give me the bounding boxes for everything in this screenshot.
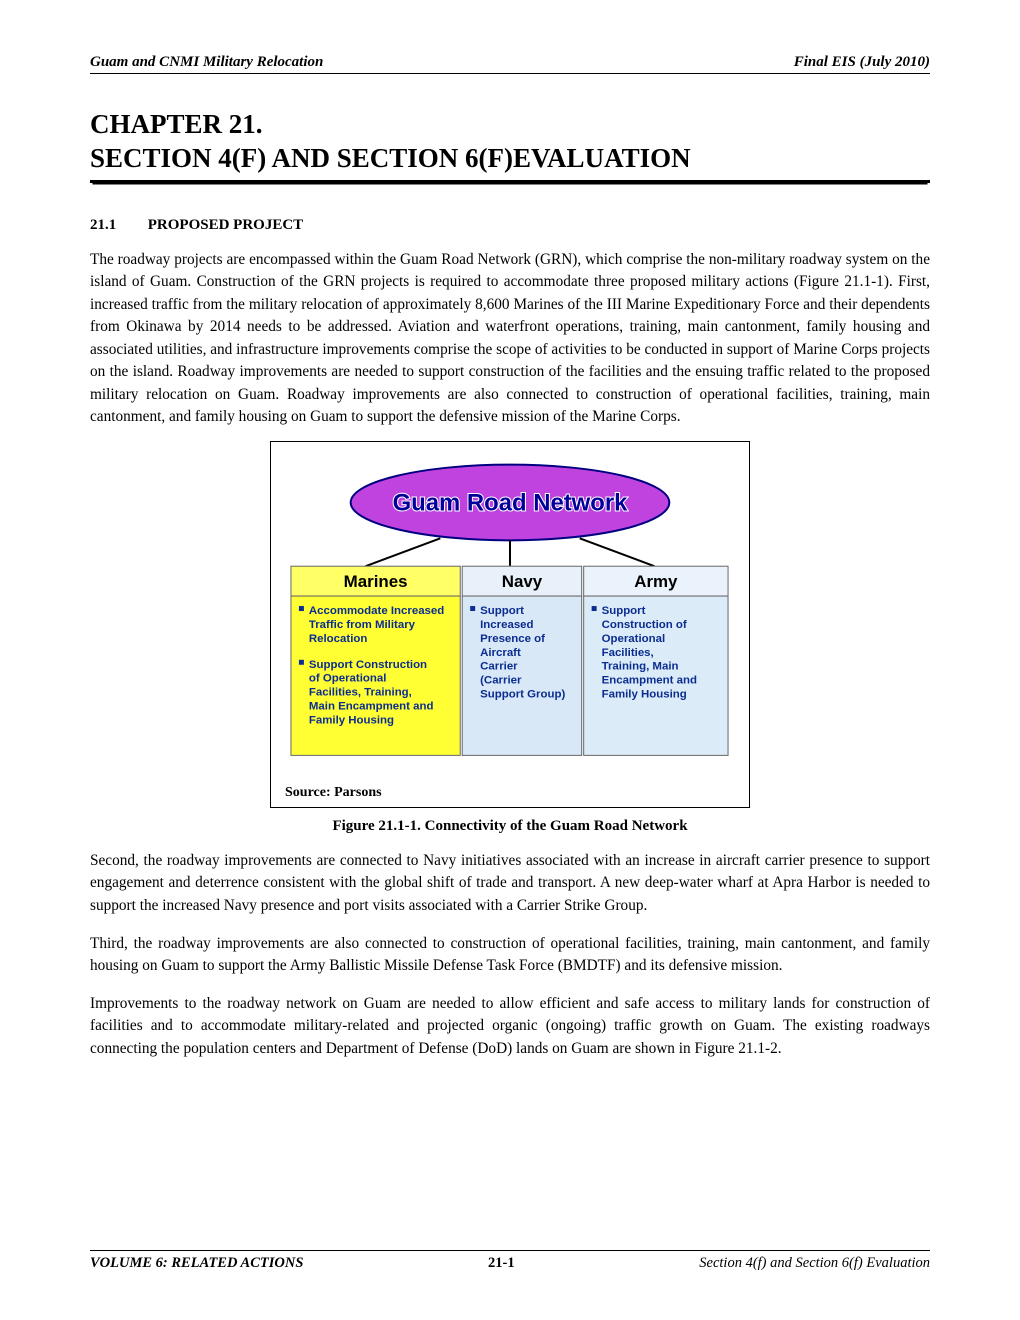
svg-text:Increased: Increased [480,619,533,631]
footer-left-rest: RELATED ACTIONS [171,1255,303,1271]
svg-text:Facilities,: Facilities, [602,646,654,658]
paragraph-1: The roadway projects are encompassed wit… [90,249,930,429]
svg-text:Training, Main: Training, Main [602,660,679,672]
footer-left-prefix: VOLUME 6: [90,1255,171,1271]
paragraph-4: Improvements to the roadway network on G… [90,993,930,1060]
figure-box: Guam Road Network Marines Accommodate Incr… [270,441,750,808]
header-left: Guam and CNMI Military Relocation [90,54,323,71]
footer-left: VOLUME 6: RELATED ACTIONS [90,1255,303,1272]
chapter-line-2: SECTION 4(F) AND SECTION 6(F)EVALUATION [90,142,930,183]
section-number: 21.1 [90,217,144,234]
svg-text:Family Housing: Family Housing [309,714,394,726]
svg-text:Support Group): Support Group) [480,688,565,700]
svg-text:Facilities, Training,: Facilities, Training, [309,686,412,698]
paragraph-2: Second, the roadway improvements are con… [90,850,930,917]
header-right: Final EIS (July 2010) [794,54,930,71]
svg-text:Navy: Navy [502,572,543,591]
figure-source: Source: Parsons [281,785,739,801]
svg-text:(Carrier: (Carrier [480,674,522,686]
svg-text:Support: Support [480,605,524,617]
footer-right: Section 4(f) and Section 6(f) Evaluation [699,1255,930,1272]
page-footer: VOLUME 6: RELATED ACTIONS 21-1 Section 4… [90,1250,930,1272]
svg-text:Relocation: Relocation [309,633,367,645]
svg-text:Support Construction: Support Construction [309,658,427,670]
figure-wrap: Guam Road Network Marines Accommodate Incr… [90,441,930,835]
svg-text:Aircraft: Aircraft [480,646,521,658]
footer-center: 21-1 [488,1255,515,1272]
svg-text:Presence of: Presence of [480,633,545,645]
section-title: PROPOSED PROJECT [148,217,303,233]
figure-svg: Guam Road Network Marines Accommodate Incr… [281,454,739,774]
svg-text:Accommodate Increased: Accommodate Increased [309,605,444,617]
svg-text:Family Housing: Family Housing [602,688,687,700]
svg-text:Operational: Operational [602,633,666,645]
svg-text:Guam Road Network: Guam Road Network [393,489,629,516]
svg-text:Army: Army [634,572,678,591]
page-header: Guam and CNMI Military Relocation Final … [90,54,930,74]
svg-text:of Operational: of Operational [309,672,387,684]
svg-text:Marines: Marines [344,572,408,591]
svg-text:Main Encampment and: Main Encampment and [309,700,434,712]
svg-text:Construction of: Construction of [602,619,687,631]
figure-caption: Figure 21.1-1. Connectivity of the Guam … [90,818,930,835]
svg-text:Traffic from Military: Traffic from Military [309,619,416,631]
chapter-line-1: CHAPTER 21. [90,108,930,142]
svg-text:Carrier: Carrier [480,660,518,672]
paragraph-3: Third, the roadway improvements are also… [90,933,930,978]
section-heading: 21.1 PROPOSED PROJECT [90,217,930,234]
svg-text:Encampment and: Encampment and [602,674,697,686]
svg-text:Support: Support [602,605,646,617]
